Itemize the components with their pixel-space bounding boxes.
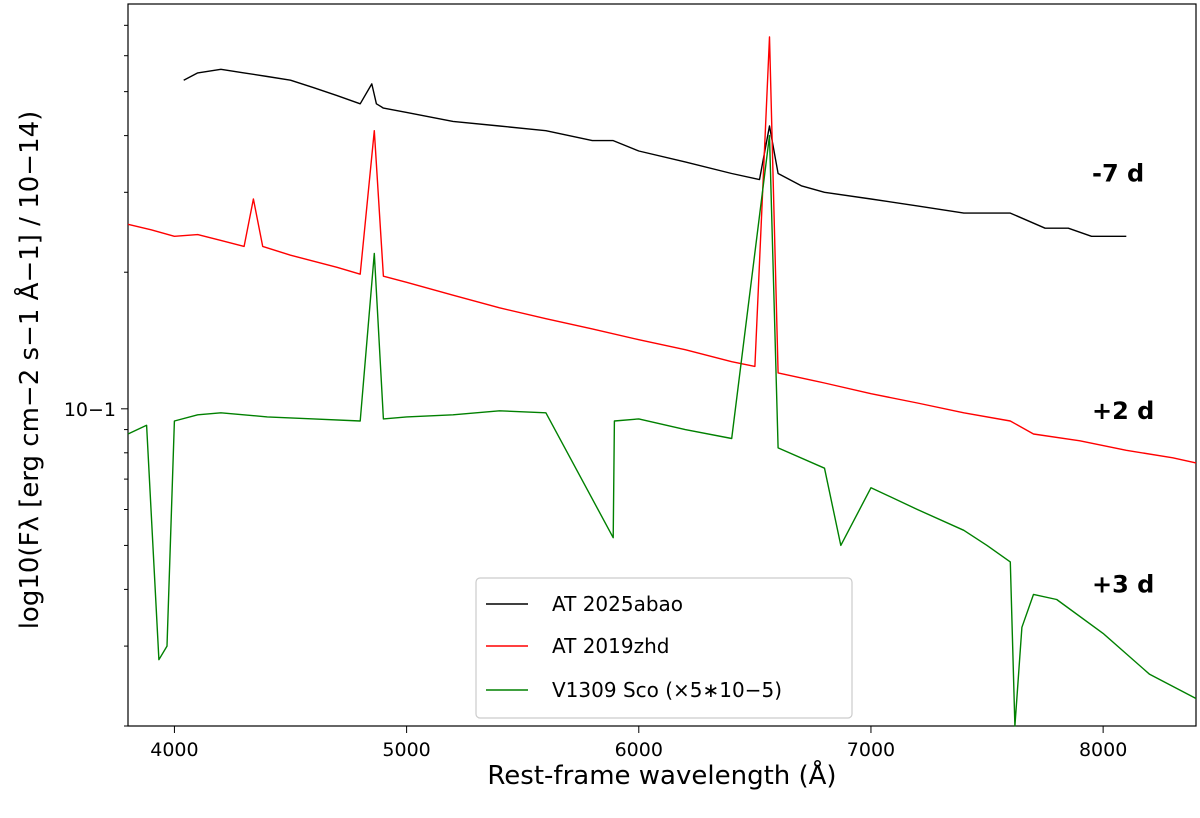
ticks-layer: 4000 5000 6000 7000 8000 10−1 <box>64 24 1127 761</box>
x-tick-label: 5000 <box>382 739 430 761</box>
legend-label-2: AT 2019zhd <box>552 634 669 658</box>
y-tick-label: 10−1 <box>64 399 116 421</box>
legend-box <box>475 577 853 719</box>
legend-label-3: V1309 Sco (×5∗10−5) <box>552 678 782 702</box>
x-tick-label: 8000 <box>1079 739 1127 761</box>
series-line-3 <box>127 134 1197 727</box>
plot-frame <box>127 3 1197 727</box>
epoch-label-3: +3 d <box>1092 571 1154 599</box>
epoch-label-1: -7 d <box>1092 160 1144 188</box>
legend: AT 2025abao AT 2019zhd V1309 Sco (×5∗10−… <box>475 577 853 719</box>
series-line-1 <box>183 68 1127 238</box>
epoch-labels: -7 d +2 d +3 d <box>1092 160 1154 599</box>
x-tick-label: 4000 <box>150 739 198 761</box>
x-tick-label: 7000 <box>847 739 895 761</box>
epoch-label-2: +2 d <box>1092 397 1154 425</box>
x-tick-label: 6000 <box>615 739 663 761</box>
series-line-2 <box>127 36 1197 464</box>
x-axis-label: Rest-frame wavelength (Å) <box>487 759 836 791</box>
y-axis-label: log10(Fλ [erg cm−2 s−1 Å−1] / 10−14) <box>13 111 45 630</box>
legend-label-1: AT 2025abao <box>552 592 683 616</box>
series-layer <box>127 36 1197 727</box>
